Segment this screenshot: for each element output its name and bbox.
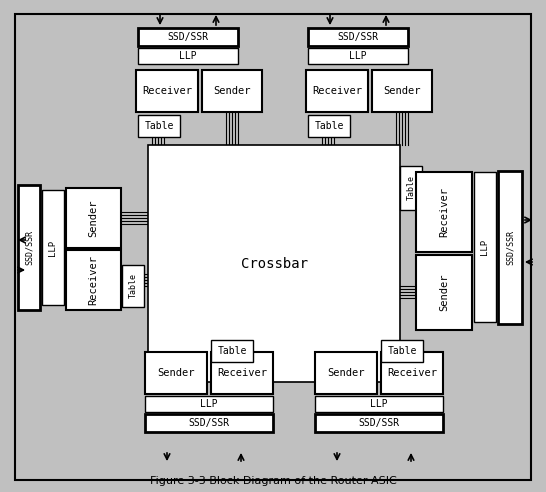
Text: Figure 3-3 Block Diagram of the Router ASIC: Figure 3-3 Block Diagram of the Router A… (150, 476, 396, 486)
Text: Receiver: Receiver (312, 86, 362, 96)
Bar (498, 171, 522, 324)
Bar (202, 70, 262, 112)
Text: Table: Table (314, 121, 343, 131)
Text: Sender: Sender (327, 368, 365, 378)
Text: Table: Table (387, 346, 417, 356)
Bar (400, 166, 422, 210)
Bar (211, 340, 253, 362)
Bar (306, 70, 368, 112)
Bar (138, 28, 238, 46)
Bar (136, 70, 198, 112)
Bar (66, 250, 121, 310)
Text: Table: Table (128, 274, 138, 299)
Text: LLP: LLP (349, 51, 367, 61)
Bar (474, 172, 496, 322)
Bar (42, 190, 64, 305)
Bar (145, 352, 207, 394)
Text: SSD/SSR: SSD/SSR (506, 230, 514, 265)
Bar (211, 352, 273, 394)
Text: Sender: Sender (213, 86, 251, 96)
Text: SSD/SSR: SSD/SSR (337, 32, 378, 42)
Bar (122, 265, 144, 307)
Text: Receiver: Receiver (217, 368, 267, 378)
Bar (308, 28, 408, 46)
Text: Sender: Sender (383, 86, 421, 96)
Text: Receiver: Receiver (439, 187, 449, 237)
Bar (315, 396, 443, 412)
Bar (381, 340, 423, 362)
Text: LLP: LLP (370, 399, 388, 409)
Text: SSD/SSR: SSD/SSR (168, 32, 209, 42)
Bar (145, 414, 273, 432)
Bar (138, 115, 180, 137)
Bar (381, 352, 443, 394)
Text: LLP: LLP (200, 399, 218, 409)
Bar (315, 414, 443, 432)
Bar (148, 145, 400, 382)
Text: SSD/SSR: SSD/SSR (188, 418, 229, 428)
Text: Receiver: Receiver (387, 368, 437, 378)
Text: Sender: Sender (157, 368, 195, 378)
Text: Table: Table (217, 346, 247, 356)
Text: LLP: LLP (179, 51, 197, 61)
Bar (66, 188, 121, 248)
Bar (416, 172, 472, 252)
Text: LLP: LLP (49, 240, 57, 255)
Bar (308, 115, 350, 137)
Bar (315, 352, 377, 394)
Bar (18, 185, 40, 310)
Bar (416, 255, 472, 330)
Text: Receiver: Receiver (142, 86, 192, 96)
Text: SSD/SSR: SSD/SSR (358, 418, 400, 428)
Text: Crossbar: Crossbar (240, 256, 307, 271)
Text: Sender: Sender (439, 274, 449, 311)
Bar (145, 396, 273, 412)
Text: Receiver: Receiver (88, 255, 98, 305)
Text: SSD/SSR: SSD/SSR (25, 230, 33, 265)
Bar (308, 48, 408, 64)
Text: Sender: Sender (88, 199, 98, 237)
Text: Table: Table (144, 121, 174, 131)
Text: Table: Table (407, 176, 416, 201)
Bar (138, 48, 238, 64)
Text: LLP: LLP (480, 239, 490, 255)
Bar (372, 70, 432, 112)
